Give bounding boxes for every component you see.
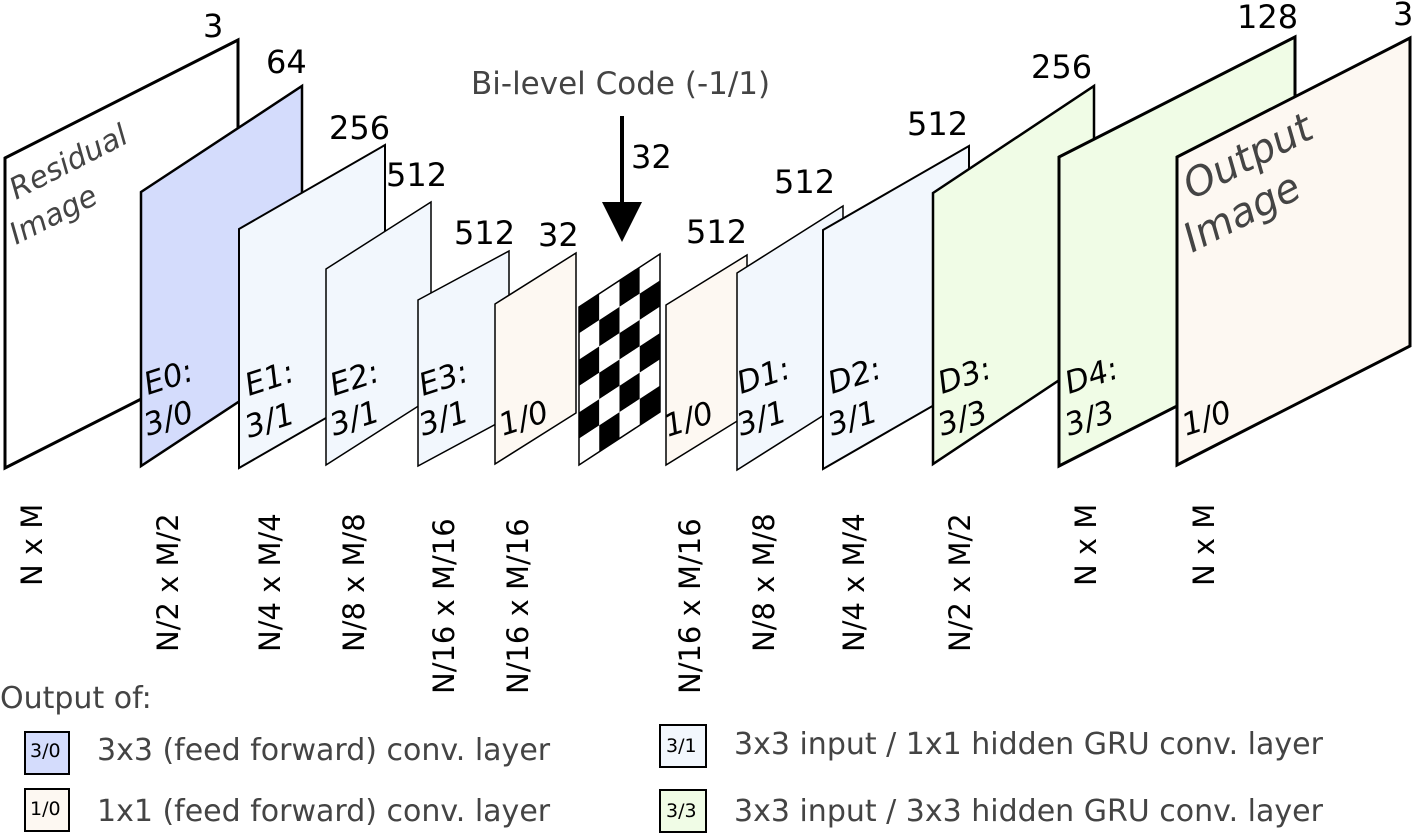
code-outline [578, 252, 661, 467]
layer-output-plane [1175, 35, 1412, 468]
size-d0: N/16 x M/16 [673, 518, 707, 694]
layer-output-depth: 3 [1393, 0, 1413, 33]
layer-e1-depth: 256 [329, 109, 390, 147]
layer-d3: 256 D3: 3/3 [931, 48, 1096, 467]
layer-e3: 512 E3: 3/1 [414, 214, 515, 468]
code-cell [619, 346, 640, 386]
layer-d1-depth: 512 [774, 163, 835, 201]
layer-d2-depth: 512 [907, 105, 968, 143]
size-e0: N/2 x M/2 [151, 513, 185, 652]
code-cell [639, 280, 660, 320]
legend-swatch-3-3-text: 3/3 [666, 800, 697, 822]
code-cell [619, 319, 640, 360]
code-cell [599, 280, 620, 321]
layer-e3-depth: 512 [454, 214, 515, 252]
legend-swatch-1-0 [24, 788, 70, 832]
layer-d3-depth: 256 [1031, 48, 1092, 86]
size-d4: N x M [1069, 504, 1103, 586]
size-output: N x M [1187, 504, 1221, 586]
code-cell [579, 346, 600, 386]
size-d1: N/8 x M/8 [747, 513, 781, 652]
code-cell [639, 359, 660, 399]
code-cell [599, 385, 620, 426]
size-e1: N/4 x M/4 [253, 513, 287, 652]
legend-heading: Output of: [0, 681, 152, 716]
layer-b: 32 1/0 [494, 216, 579, 466]
legend-item-3-1: 3x3 input / 1x1 hidden GRU conv. layer [734, 727, 1324, 762]
code-cell [579, 372, 600, 413]
legend: Output of: 3/0 3x3 (feed forward) conv. … [0, 681, 1324, 833]
legend-swatch-3-3 [659, 789, 707, 833]
code-cell [599, 306, 620, 347]
layer-d4-depth: 128 [1237, 0, 1298, 36]
layer-e2: 512 E2: 3/1 [325, 156, 447, 467]
legend-item-1-0: 1x1 (feed forward) conv. layer [97, 794, 551, 829]
size-b: N/16 x M/16 [501, 518, 535, 694]
code-cell [599, 359, 620, 400]
code-cell [599, 333, 620, 373]
bilevel-code-block [578, 252, 661, 467]
code-cell [579, 425, 600, 465]
code-cell [639, 306, 660, 347]
layer-d0-depth: 512 [686, 213, 747, 251]
size-e2: N/8 x M/8 [337, 513, 371, 652]
code-cell [639, 254, 660, 294]
legend-swatch-1-0-text: 1/0 [30, 798, 61, 820]
code-cell [579, 293, 600, 334]
code-cell [619, 398, 640, 439]
layer-d1: 512 D1: 3/1 [732, 163, 844, 472]
legend-swatch-3-1-text: 3/1 [666, 735, 697, 757]
code-cell [619, 293, 640, 334]
layer-d0: 512 1/0 [659, 213, 748, 467]
legend-swatch-3-1 [659, 724, 707, 768]
code-cell [599, 412, 620, 452]
code-cell [619, 267, 640, 307]
size-d2: N/4 x M/4 [837, 513, 871, 652]
code-arrow-label: 32 [631, 138, 672, 176]
layer-e0-depth: 64 [266, 43, 307, 81]
size-residual: N x M [15, 504, 49, 586]
layer-b-plane [494, 251, 577, 466]
layer-e2-depth: 512 [386, 156, 447, 194]
size-d3: N/2 x M/2 [943, 513, 977, 652]
code-title: Bi-level Code (-1/1) [471, 66, 770, 102]
code-cell [639, 333, 660, 373]
layer-b-depth: 32 [538, 216, 579, 254]
size-e3: N/16 x M/16 [427, 518, 461, 694]
legend-swatch-3-0-text: 3/0 [30, 740, 61, 762]
code-cell [619, 372, 640, 413]
code-cell [579, 320, 600, 360]
code-cell [579, 399, 600, 439]
legend-swatch-3-0 [24, 731, 70, 775]
legend-item-3-0: 3x3 (feed forward) conv. layer [97, 733, 551, 768]
layer-residual-depth: 3 [203, 7, 223, 45]
code-cell [639, 385, 660, 426]
legend-item-3-3: 3x3 input / 3x3 hidden GRU conv. layer [734, 794, 1324, 829]
